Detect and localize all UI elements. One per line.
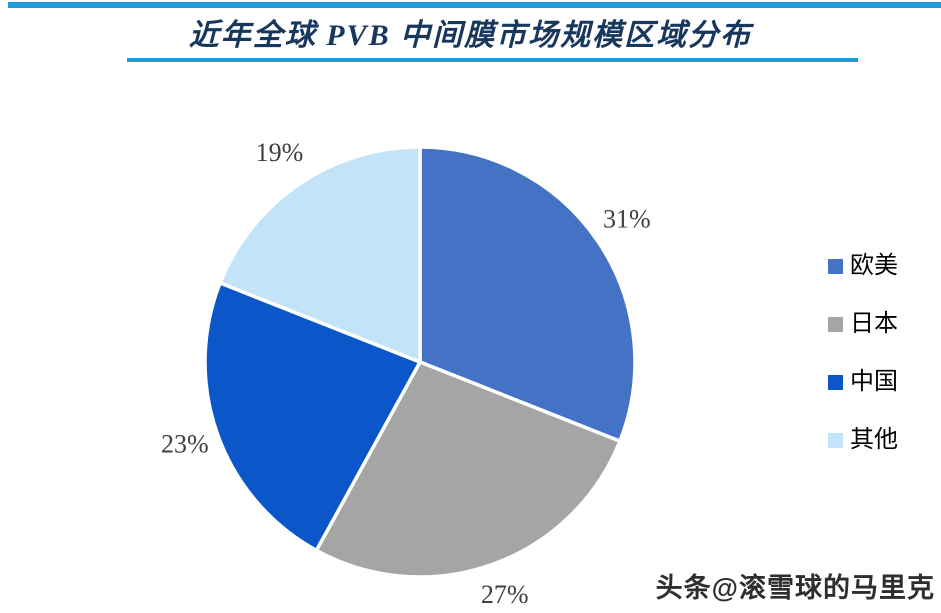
- pie-slice-label-3: 19%: [256, 138, 304, 167]
- legend-item-3: 其他: [828, 428, 898, 452]
- watermark: 头条@滚雪球的马里克: [655, 573, 935, 603]
- legend-label-1: 日本: [850, 311, 898, 337]
- title-top-rule: [8, 2, 941, 8]
- chart-title: 近年全球 PVB 中间膜市场规模区域分布: [188, 19, 753, 52]
- pie-slice-2: [203, 281, 422, 553]
- title-underline: [127, 58, 858, 62]
- legend-item-1: 日本: [828, 312, 898, 336]
- legend-label-2: 中国: [850, 369, 898, 395]
- legend-swatch-0: [828, 258, 843, 274]
- legend-label-3: 其他: [850, 427, 898, 453]
- pie-slice-label-0: 31%: [603, 204, 651, 233]
- chart-legend: 欧美 日本 中国 其他: [828, 254, 898, 452]
- legend-swatch-2: [828, 374, 843, 390]
- pie-slice-3: [218, 145, 422, 364]
- legend-swatch-1: [828, 316, 843, 332]
- pie-slice-label-1: 27%: [481, 580, 529, 609]
- legend-label-0: 欧美: [850, 253, 898, 279]
- legend-swatch-3: [828, 432, 843, 448]
- legend-item-0: 欧美: [828, 254, 898, 278]
- legend-item-2: 中国: [828, 370, 898, 394]
- pie-slice-label-2: 23%: [161, 430, 209, 459]
- pie-slice-0: [418, 145, 637, 443]
